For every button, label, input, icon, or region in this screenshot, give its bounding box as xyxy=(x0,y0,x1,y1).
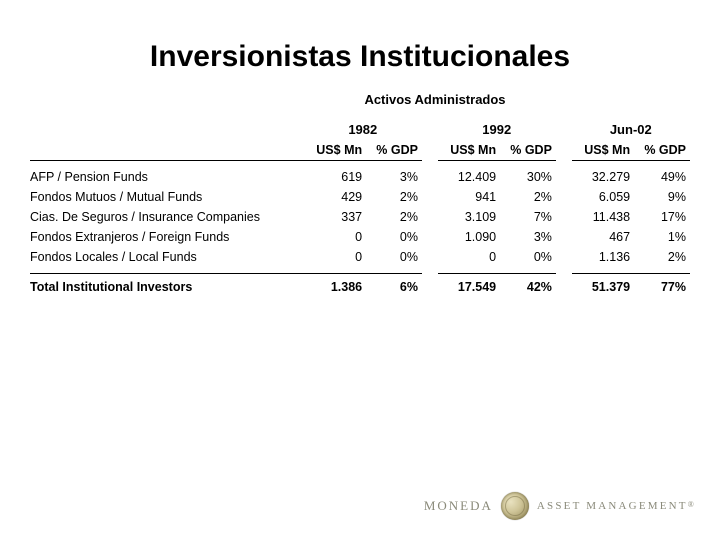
cell: 0% xyxy=(366,227,422,247)
cell: 1.090 xyxy=(438,227,501,247)
cell: 619 xyxy=(304,167,367,187)
col-gdp: % GDP xyxy=(634,140,690,161)
cell: 3% xyxy=(366,167,422,187)
cell: 467 xyxy=(572,227,635,247)
page-title: Inversionistas Institucionales xyxy=(0,0,720,92)
cell: 51.379 xyxy=(572,274,635,298)
row-label: Cias. De Seguros / Insurance Companies xyxy=(30,207,304,227)
data-table: 1982 1992 Jun-02 US$ Mn % GDP US$ Mn % G… xyxy=(0,119,720,297)
table-row: Fondos Extranjeros / Foreign Funds 0 0% … xyxy=(30,227,690,247)
cell: 77% xyxy=(634,274,690,298)
table-column-row: US$ Mn % GDP US$ Mn % GDP US$ Mn % GDP xyxy=(30,140,690,161)
cell: 42% xyxy=(500,274,556,298)
logo-sub-text: ASSET MANAGEMENT® xyxy=(537,500,696,512)
table-row: Fondos Mutuos / Mutual Funds 429 2% 941 … xyxy=(30,187,690,207)
cell: 1% xyxy=(634,227,690,247)
cell: 6% xyxy=(366,274,422,298)
cell: 337 xyxy=(304,207,367,227)
total-label: Total Institutional Investors xyxy=(30,274,304,298)
period-header: 1982 xyxy=(304,119,422,140)
cell: 30% xyxy=(500,167,556,187)
logo-brand-text: MONEDA xyxy=(424,498,493,514)
table-year-row: 1982 1992 Jun-02 xyxy=(30,119,690,140)
row-label: Fondos Extranjeros / Foreign Funds xyxy=(30,227,304,247)
period-header: 1992 xyxy=(438,119,556,140)
cell: 7% xyxy=(500,207,556,227)
cell: 11.438 xyxy=(572,207,635,227)
cell: 3% xyxy=(500,227,556,247)
table-row: Cias. De Seguros / Insurance Companies 3… xyxy=(30,207,690,227)
col-usd: US$ Mn xyxy=(572,140,635,161)
cell: 49% xyxy=(634,167,690,187)
row-label: Fondos Mutuos / Mutual Funds xyxy=(30,187,304,207)
col-usd: US$ Mn xyxy=(438,140,501,161)
cell: 1.136 xyxy=(572,247,635,267)
cell: 941 xyxy=(438,187,501,207)
cell: 0 xyxy=(438,247,501,267)
cell: 0 xyxy=(304,227,367,247)
cell: 2% xyxy=(500,187,556,207)
col-usd: US$ Mn xyxy=(304,140,367,161)
cell: 0 xyxy=(304,247,367,267)
cell: 0% xyxy=(366,247,422,267)
cell: 1.386 xyxy=(304,274,367,298)
cell: 3.109 xyxy=(438,207,501,227)
cell: 6.059 xyxy=(572,187,635,207)
col-gdp: % GDP xyxy=(500,140,556,161)
cell: 0% xyxy=(500,247,556,267)
brand-logo: MONEDA ASSET MANAGEMENT® xyxy=(424,492,696,520)
cell: 2% xyxy=(366,207,422,227)
coin-icon xyxy=(501,492,529,520)
row-label: Fondos Locales / Local Funds xyxy=(30,247,304,267)
cell: 429 xyxy=(304,187,367,207)
table-total-row: Total Institutional Investors 1.386 6% 1… xyxy=(30,274,690,298)
row-label: AFP / Pension Funds xyxy=(30,167,304,187)
cell: 9% xyxy=(634,187,690,207)
cell: 32.279 xyxy=(572,167,635,187)
cell: 17.549 xyxy=(438,274,501,298)
table-row: Fondos Locales / Local Funds 0 0% 0 0% 1… xyxy=(30,247,690,267)
col-gdp: % GDP xyxy=(366,140,422,161)
cell: 2% xyxy=(366,187,422,207)
table-row: AFP / Pension Funds 619 3% 12.409 30% 32… xyxy=(30,167,690,187)
cell: 12.409 xyxy=(438,167,501,187)
subtitle: Activos Administrados xyxy=(0,92,720,107)
period-header: Jun-02 xyxy=(572,119,690,140)
cell: 2% xyxy=(634,247,690,267)
cell: 17% xyxy=(634,207,690,227)
